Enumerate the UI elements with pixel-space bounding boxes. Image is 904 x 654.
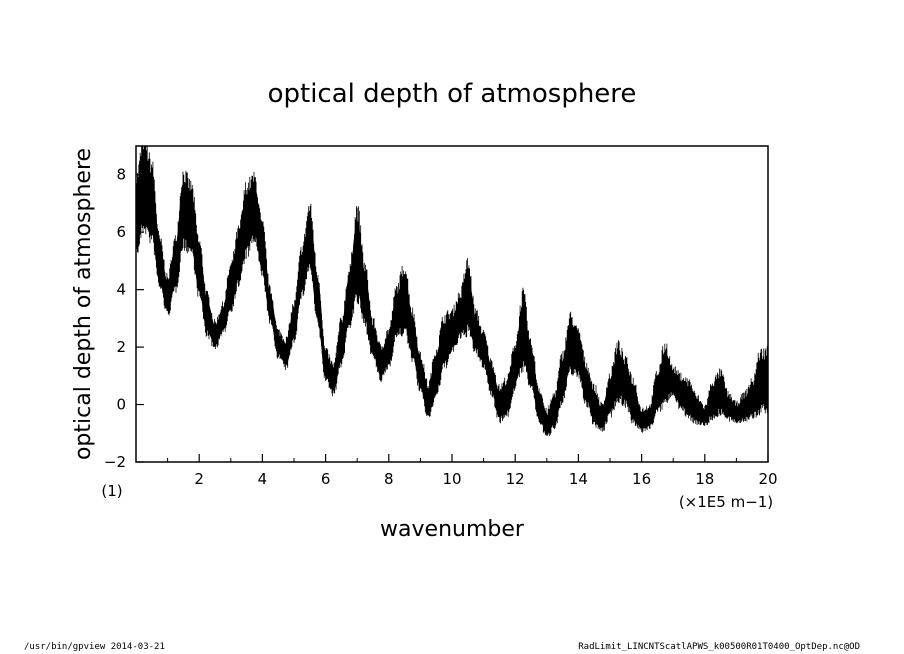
- footer-program-date: /usr/bin/gpview 2014-03-21: [24, 642, 165, 652]
- x-tick-label: 18: [695, 470, 714, 488]
- x-tick-label: 6: [321, 470, 331, 488]
- series-0-noise: [135, 146, 769, 436]
- chart-title: optical depth of atmosphere: [268, 79, 637, 109]
- y-tick-label: 8: [116, 166, 126, 184]
- footer-source-file: RadLimit_LINCNTScatlAPWS_k00500R01T0400_…: [578, 642, 860, 652]
- x-tick-label: 8: [384, 470, 394, 488]
- y-axis-label: optical depth of atmosphere: [71, 148, 96, 460]
- x-axis: 2 4 6 8 10 12 14 16 18 20: [167, 454, 778, 488]
- x-tick-label: 2: [194, 470, 204, 488]
- y-tick-label: 0: [116, 396, 126, 414]
- x-tick-label: 16: [632, 470, 651, 488]
- x-unit-label: (×1E5 m−1): [679, 493, 773, 511]
- y-tick-label: −2: [104, 453, 126, 471]
- y-tick-label: 2: [116, 338, 126, 356]
- x-tick-label: 14: [569, 470, 588, 488]
- x-tick-label: 20: [758, 470, 777, 488]
- x-axis-label: wavenumber: [380, 517, 525, 542]
- y-unit-label: (1): [101, 482, 122, 500]
- y-tick-label: 6: [116, 223, 126, 241]
- x-tick-label: 10: [442, 470, 461, 488]
- y-tick-label: 4: [116, 281, 126, 299]
- x-tick-label: 4: [258, 470, 268, 488]
- x-tick-label: 12: [506, 470, 525, 488]
- y-axis: −2 0 2 4 6 8: [104, 166, 144, 471]
- plot-area: [135, 145, 769, 463]
